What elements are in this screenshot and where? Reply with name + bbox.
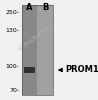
Text: 100-: 100- xyxy=(6,64,20,70)
Bar xyxy=(22,5,37,95)
Text: © ProSci Inc.: © ProSci Inc. xyxy=(18,23,53,53)
Bar xyxy=(24,67,35,73)
Text: A: A xyxy=(26,3,33,12)
Text: 250-: 250- xyxy=(6,10,20,14)
Text: 130-: 130- xyxy=(6,28,20,32)
Text: 70-: 70- xyxy=(10,88,20,92)
Bar xyxy=(22,5,53,95)
Bar xyxy=(37,5,53,95)
Text: PROM1: PROM1 xyxy=(66,66,98,74)
Text: B: B xyxy=(42,3,48,12)
